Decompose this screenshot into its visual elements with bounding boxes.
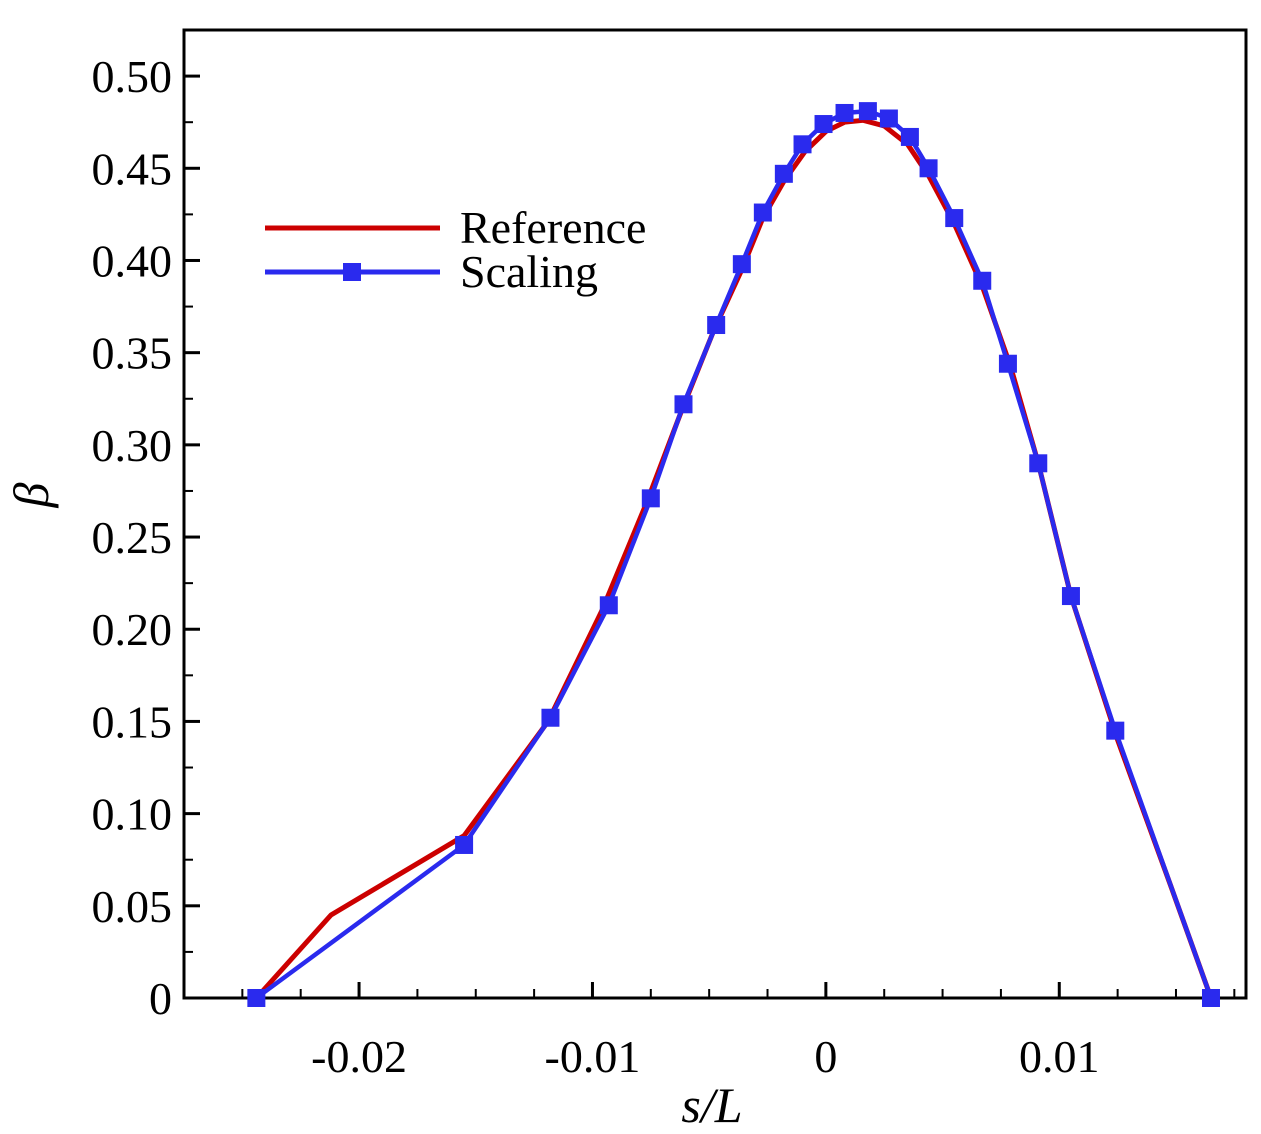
series-line — [255, 108, 1214, 1000]
series-scaling — [247, 102, 1220, 1007]
x-tick-label: 0.01 — [1019, 1031, 1100, 1082]
data-point — [814, 115, 833, 134]
data-point — [998, 354, 1017, 373]
y-tick-label: 0.05 — [92, 881, 173, 932]
data-point — [1106, 721, 1125, 740]
y-tick-label: 0.20 — [92, 604, 173, 655]
x-tick-label: 0 — [814, 1031, 837, 1082]
y-tick-label: 0 — [149, 973, 172, 1024]
legend-label: Scaling — [460, 246, 598, 297]
y-tick-label: 0.40 — [92, 235, 173, 286]
y-tick-label: 0.50 — [92, 51, 173, 102]
x-tick-label: -0.02 — [311, 1031, 407, 1082]
data-point — [732, 255, 751, 274]
data-point — [247, 989, 266, 1007]
plot-frame — [182, 28, 1248, 1000]
ticks: 0 0.05 0.10 0.15 0.20 0.25 0.30 0.35 0.40 0.45 0.5… — [92, 29, 1236, 1082]
y-tick-label: 0.45 — [92, 143, 173, 194]
data-point — [858, 102, 877, 121]
series-reference — [254, 117, 1214, 1000]
x-tick-label: -0.01 — [545, 1031, 641, 1082]
data-point — [599, 596, 618, 615]
data-point — [774, 164, 793, 183]
y-tick-label: 0.25 — [92, 512, 173, 563]
data-point — [1201, 989, 1220, 1007]
y-tick-label: 0.30 — [92, 420, 173, 471]
legend-marker — [343, 263, 361, 281]
y-tick-label: 0.10 — [92, 789, 173, 840]
y-tick-label: 0.15 — [92, 696, 173, 747]
data-point — [753, 203, 772, 222]
data-point — [674, 395, 693, 414]
data-point — [879, 109, 898, 128]
data-point — [835, 103, 854, 122]
y-tick-label: 0.35 — [92, 328, 173, 379]
data-point — [1029, 454, 1048, 473]
legend-label: Reference — [460, 202, 646, 253]
x-axis-title: s/L — [681, 1077, 742, 1133]
data-point — [919, 159, 938, 178]
axes — [182, 28, 1248, 1000]
data-point — [900, 127, 919, 146]
data-point — [455, 835, 474, 854]
y-axis-title: β — [3, 482, 59, 508]
series-layer — [247, 102, 1220, 1007]
data-point — [793, 135, 812, 154]
series-line — [254, 117, 1214, 1000]
data-point — [1061, 587, 1080, 606]
data-point — [945, 209, 964, 228]
data-point — [541, 708, 560, 727]
data-point — [641, 489, 660, 508]
data-point — [707, 316, 726, 335]
data-point — [973, 271, 992, 290]
